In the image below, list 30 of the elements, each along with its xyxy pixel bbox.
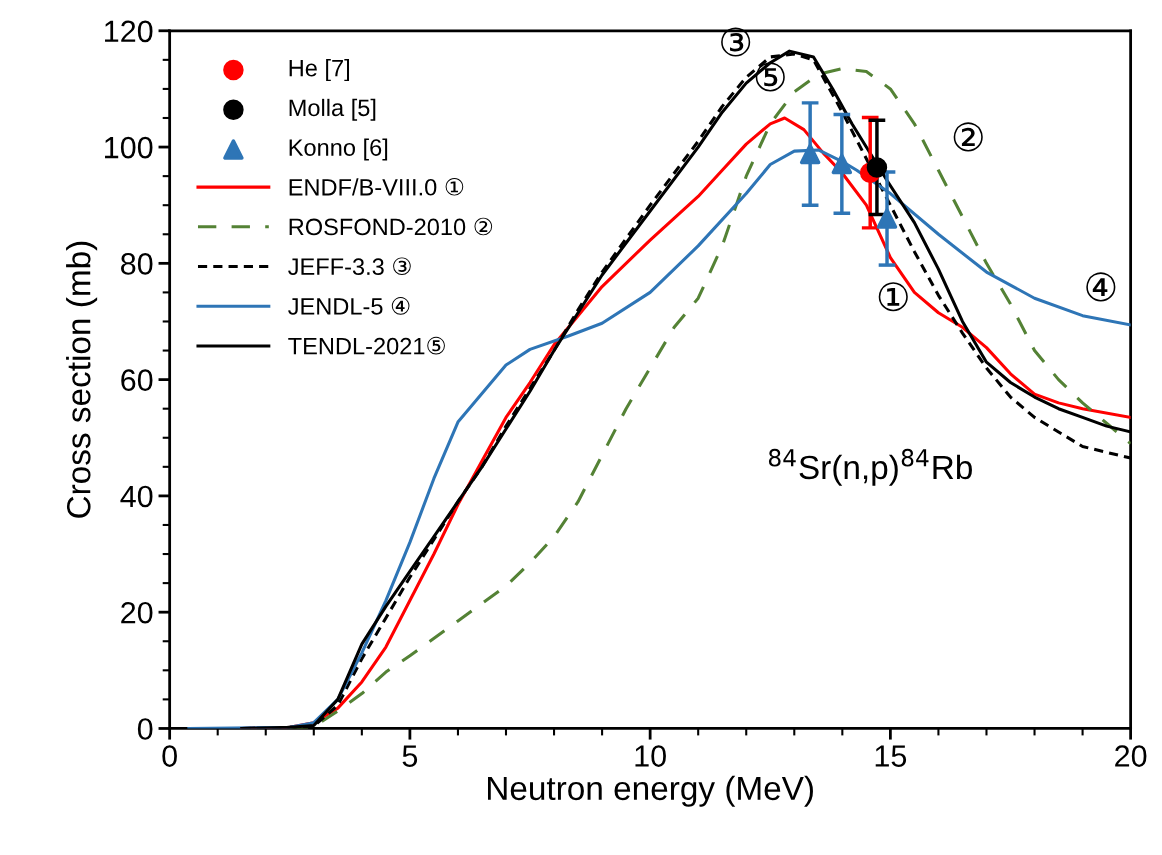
legend-label: ENDF/B-VIII.0 ①	[289, 177, 464, 196]
x-tick-label: 10	[635, 745, 666, 767]
y-tick-label: 20	[121, 601, 153, 624]
x-axis-title: Neutron energy (MeV)	[488, 775, 813, 807]
y-tick-label: 80	[121, 253, 153, 275]
point	[799, 143, 821, 165]
legend-label: JENDL-5 ④	[288, 297, 410, 315]
x-tick-label: 0	[162, 745, 177, 767]
y-tick-label: 100	[105, 136, 153, 159]
legend-label: JEFF-3.3 ③	[288, 257, 411, 276]
x-tick-label: 5	[402, 745, 418, 767]
legend-label: Molla [5]	[289, 98, 376, 121]
x-tick-label: 15	[875, 745, 907, 767]
point	[876, 208, 898, 229]
legend-label: He [7]	[289, 59, 350, 82]
legend-label: ROSFOND-2010 ②	[289, 217, 493, 236]
annotation: $^{84}$Sr(n,p)$^{84}$Rb	[768, 448, 972, 486]
point	[866, 157, 888, 178]
y-axis-title: Cross section (mb)	[66, 241, 98, 518]
annotation: ④	[1086, 272, 1116, 302]
y-tick-label: 60	[121, 369, 153, 391]
legend-label: TENDL-2021⑤	[288, 336, 445, 355]
y-tick-label: 0	[137, 718, 153, 740]
point	[831, 153, 853, 175]
annotation: ①	[878, 282, 908, 312]
legend-label: Konno [6]	[289, 138, 388, 161]
x-tick-label: 20	[1115, 745, 1147, 767]
y-tick-label: 40	[120, 485, 153, 508]
y-tick-label: 120	[105, 20, 153, 43]
annotation: ②	[953, 122, 983, 152]
